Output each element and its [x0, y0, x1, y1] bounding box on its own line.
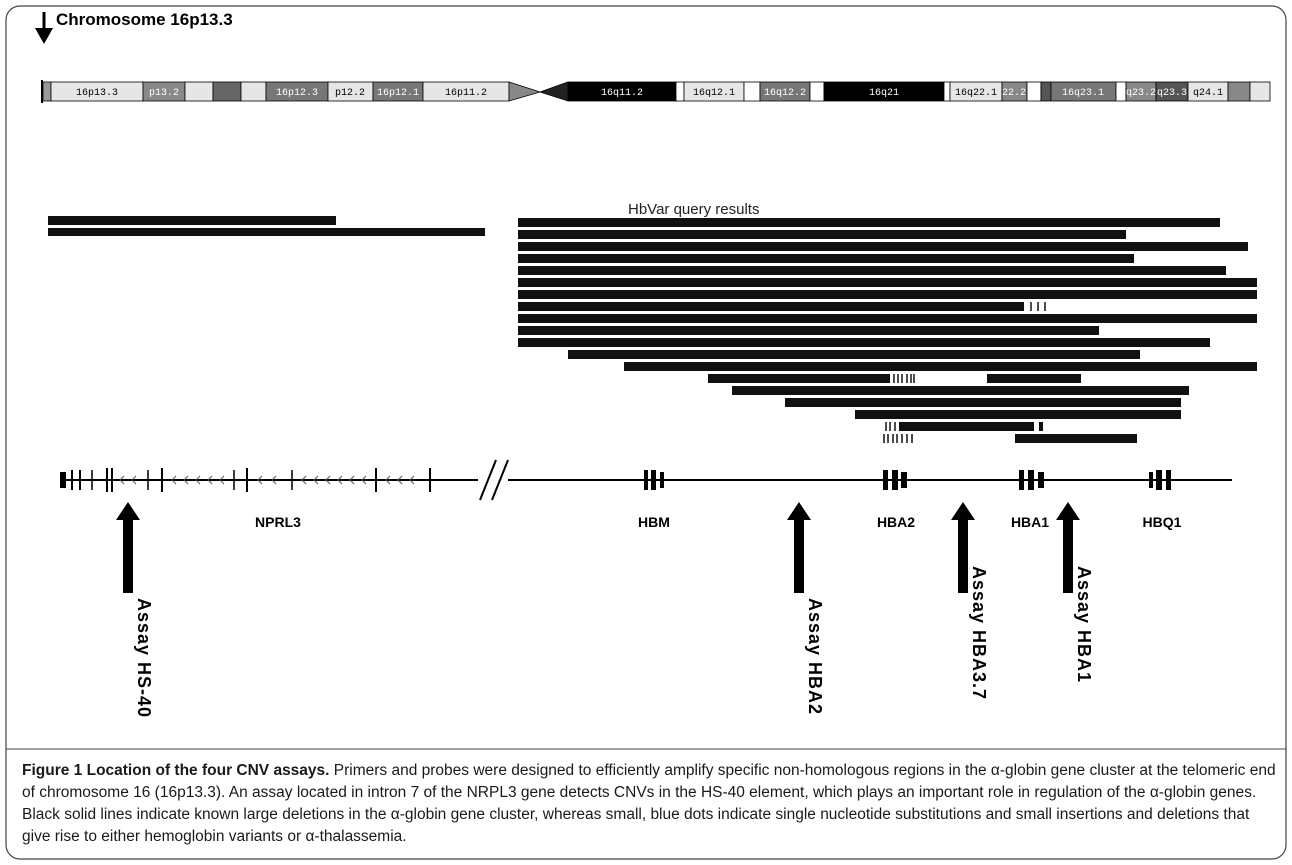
- deletion-bar: [518, 254, 1134, 263]
- band-label: 16p13.3: [76, 88, 118, 99]
- assay-arrow-hba37: [951, 502, 975, 593]
- band-label: 16q12.1: [693, 88, 735, 99]
- deletion-bar: [1015, 434, 1137, 443]
- deletion-bar: [785, 398, 1181, 407]
- assay-label-hba2: Assay HBA2: [805, 598, 825, 715]
- deletion-bar: [48, 228, 485, 236]
- deletion-bar: [568, 350, 1140, 359]
- band-label: 16p12.3: [276, 88, 318, 99]
- band-label: 16q22.1: [955, 88, 997, 99]
- deletion-bar: [518, 230, 1126, 239]
- assay-label-hba37: Assay HBA3.7: [969, 566, 989, 700]
- band-label: 16q21: [869, 88, 899, 99]
- band-label: 16p11.2: [445, 88, 487, 99]
- assay-arrow-hba1: [1056, 502, 1080, 593]
- deletion-bar: [855, 410, 1181, 419]
- gene-label-hbm: HBM: [638, 514, 670, 530]
- deletion-bar: [1039, 422, 1043, 431]
- deletion-bar: [518, 314, 1257, 323]
- deletion-bar: [987, 374, 1081, 383]
- band-label: 22.2: [1002, 88, 1026, 99]
- deletion-bar: [518, 290, 1257, 299]
- band-label: 16q23.1: [1062, 88, 1104, 99]
- deletion-tracks: HbVar query results: [48, 201, 1257, 443]
- band-label: 16p12.1: [377, 88, 419, 99]
- deletion-bar: [518, 242, 1248, 251]
- gene-label-hba1: HBA1: [1011, 514, 1049, 530]
- figure-caption: Figure 1 Location of the four CNV assays…: [22, 760, 1277, 848]
- variant-dots: [1030, 302, 1046, 311]
- assay-label-hba1: Assay HBA1: [1074, 566, 1094, 683]
- gene-label-nprl3: NPRL3: [255, 514, 301, 530]
- hbvar-label: HbVar query results: [628, 201, 759, 218]
- chromosome-title-group: Chromosome 16p13.3: [35, 10, 233, 44]
- assay-arrow-hba2: [787, 502, 811, 593]
- variant-dots: [883, 434, 913, 443]
- band-label: p13.2: [149, 88, 179, 99]
- variant-dots: [893, 374, 915, 383]
- band-label: p12.2: [335, 88, 365, 99]
- band-label: 16q11.2: [601, 88, 643, 99]
- assay-label-hs40: Assay HS-40: [134, 598, 154, 718]
- deletion-bar: [518, 218, 1220, 227]
- band-label: q23.2: [1126, 88, 1156, 99]
- deletion-bar: [708, 374, 890, 383]
- band-label: q24.1: [1193, 88, 1223, 99]
- deletion-bar: [624, 362, 1257, 371]
- deletion-bar: [518, 266, 1226, 275]
- deletion-bar: [518, 278, 1257, 287]
- band-label: q23.3: [1157, 88, 1187, 99]
- deletion-bar: [518, 302, 1024, 311]
- gene-map: [60, 459, 1232, 501]
- variant-dots: [885, 422, 896, 431]
- chromosome-title: Chromosome 16p13.3: [56, 10, 233, 29]
- figure-border: [5, 5, 1287, 860]
- deletion-bar: [48, 216, 336, 225]
- assay-arrow-hs40: [116, 502, 140, 593]
- gene-label-hbq1: HBQ1: [1143, 514, 1182, 530]
- deletion-bar: [518, 326, 1099, 335]
- caption-title: Figure 1 Location of the four CNV assays…: [22, 762, 330, 779]
- deletion-bar: [899, 422, 1034, 431]
- deletion-bar: [732, 386, 1189, 395]
- band-label: 16q12.2: [764, 88, 806, 99]
- caption-text: Primers and probes were designed to effi…: [22, 762, 1276, 845]
- deletion-bar: [518, 338, 1210, 347]
- gene-label-hba2: HBA2: [877, 514, 915, 530]
- chromosome-ideogram: 16p13.3 p13.2 16p12.3 p12.2 16p12.1 16p1…: [41, 80, 1271, 103]
